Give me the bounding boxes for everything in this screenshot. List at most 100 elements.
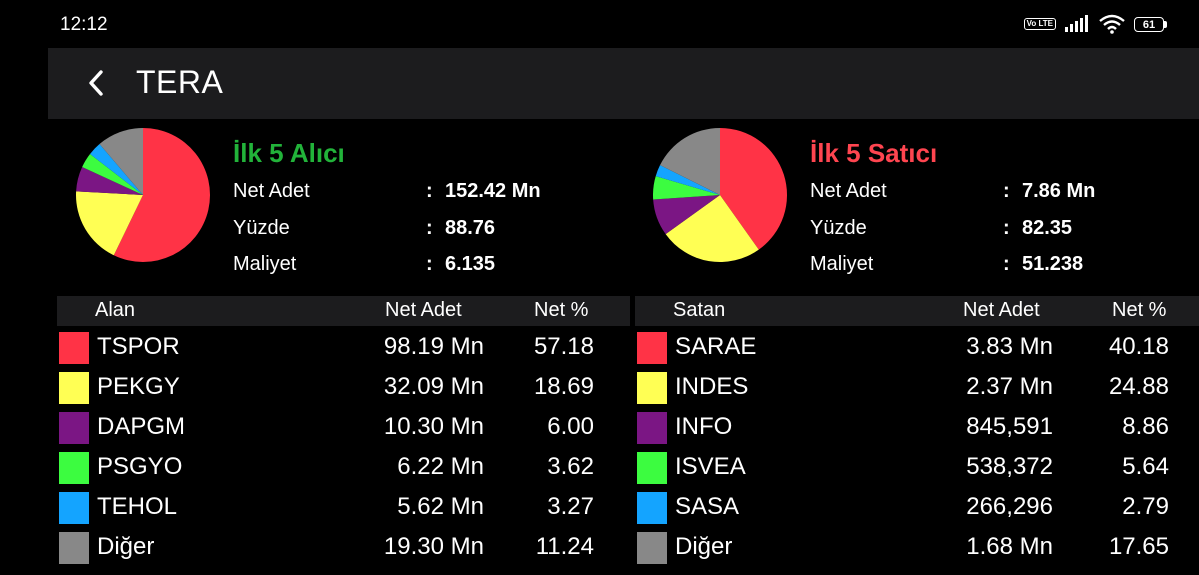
pie-slice-dapgm [76, 166, 143, 195]
sellers-maliyet-label: Maliyet [810, 253, 874, 275]
back-arrow-icon[interactable] [82, 68, 112, 98]
color-swatch [59, 452, 89, 484]
row-net-pct: 6.00 [547, 413, 594, 440]
volte-icon: Vo LTE [1023, 18, 1056, 30]
buyers-title: İlk 5 Alıcı [233, 138, 345, 168]
buyers-yuzde-value: 88.76 [445, 217, 496, 239]
pie-slice-sarae [720, 128, 787, 250]
sellers-yuzde-label: Yüzde [810, 217, 867, 239]
sellers-net-adet-value: 7.86 Mn [1022, 180, 1096, 202]
row-code: Diğer [675, 533, 733, 560]
table-row[interactable]: INFO 845,591 8.86 [635, 408, 1199, 448]
sellers-net-adet-label: Net Adet [810, 180, 887, 202]
table-row[interactable]: SASA 266,296 2.79 [635, 488, 1199, 528]
table-row[interactable]: Diğer 19.30 Mn 11.24 [57, 528, 630, 568]
row-net-adet: 3.83 Mn [966, 333, 1053, 360]
row-net-pct: 57.18 [533, 333, 594, 360]
row-net-adet: 5.62 Mn [397, 493, 484, 520]
table-row[interactable]: SARAE 3.83 Mn 40.18 [635, 328, 1199, 368]
table-row[interactable]: TSPOR 98.19 Mn 57.18 [57, 328, 630, 368]
pie-slice-pekgy [76, 191, 143, 256]
col-alan: Alan [95, 299, 136, 321]
table-row[interactable]: ISVEA 538,372 5.64 [635, 448, 1199, 488]
row-net-pct: 18.69 [533, 373, 594, 400]
pie-slice-psgyo [82, 153, 143, 195]
row-net-adet: 6.22 Mn [397, 453, 484, 480]
row-net-adet: 845,591 [966, 413, 1053, 440]
status-icons: Vo LTE 61 [1023, 14, 1167, 34]
status-time: 12:12 [60, 14, 108, 35]
pie-slice-tspor [113, 128, 211, 262]
buyers-net-adet-value: 152.42 Mn [445, 180, 541, 202]
row-net-adet: 98.19 Mn [383, 333, 484, 360]
row-code: TSPOR [97, 333, 180, 360]
sellers-title: İlk 5 Satıcı [810, 138, 938, 168]
color-swatch [59, 332, 89, 364]
row-code: INFO [675, 413, 733, 440]
col-satan: Satan [673, 299, 726, 321]
row-net-pct: 5.64 [1122, 453, 1169, 480]
row-net-adet: 10.30 Mn [383, 413, 484, 440]
color-swatch [59, 532, 89, 564]
col-net-pct: Net % [534, 299, 589, 321]
row-code: ISVEA [675, 453, 746, 480]
buyers-pie-chart [76, 128, 211, 262]
app-header: TERA [48, 48, 1199, 119]
sellers-table-header: Satan Net Adet Net % [635, 296, 1199, 326]
row-code: SARAE [675, 333, 757, 360]
col-net-adet: Net Adet [385, 299, 462, 321]
color-swatch [59, 412, 89, 444]
buyers-maliyet-label: Maliyet [233, 253, 297, 275]
color-swatch [637, 332, 667, 364]
battery-level: 61 [1134, 16, 1164, 32]
signal-icon [1065, 15, 1088, 32]
row-code: DAPGM [97, 413, 186, 440]
buyers-table: Alan Net Adet Net % TSPOR 98.19 Mn 57.18 PE… [57, 296, 630, 566]
row-net-pct: 11.24 [535, 533, 594, 560]
table-row[interactable]: Diğer 1.68 Mn 17.65 [635, 528, 1199, 568]
row-code: PSGYO [97, 453, 183, 480]
table-row[interactable]: PEKGY 32.09 Mn 18.69 [57, 368, 630, 408]
row-net-adet: 19.30 Mn [383, 533, 484, 560]
table-row[interactable]: INDES 2.37 Mn 24.88 [635, 368, 1199, 408]
wifi-icon [1099, 14, 1125, 34]
color-swatch [59, 492, 89, 524]
pie-slice-sasa [655, 165, 720, 195]
buyers-table-header: Alan Net Adet Net % [57, 296, 630, 326]
row-net-pct: 24.88 [1108, 373, 1169, 400]
row-net-pct: 3.27 [547, 493, 594, 520]
row-code: TEHOL [97, 493, 178, 520]
color-swatch [637, 492, 667, 524]
row-net-pct: 2.79 [1122, 493, 1169, 520]
sellers-table: Satan Net Adet Net % SARAE 3.83 Mn 40.18 IN… [635, 296, 1199, 566]
col-net-adet: Net Adet [963, 299, 1040, 321]
row-net-pct: 40.18 [1108, 333, 1169, 360]
color-swatch [637, 372, 667, 404]
row-net-pct: 3.62 [547, 453, 594, 480]
sellers-maliyet-value: 51.238 [1022, 253, 1084, 275]
col-net-pct: Net % [1112, 299, 1167, 321]
row-code: PEKGY [97, 373, 180, 400]
pie-slice-diğer [660, 128, 720, 195]
buyers-yuzde-label: Yüzde [233, 217, 290, 239]
table-row[interactable]: PSGYO 6.22 Mn 3.62 [57, 448, 630, 488]
table-row[interactable]: DAPGM 10.30 Mn 6.00 [57, 408, 630, 448]
pie-slice-tehol [90, 144, 143, 195]
row-net-pct: 8.86 [1122, 413, 1169, 440]
color-swatch [637, 452, 667, 484]
buyers-summary: İlk 5 Alıcı Net Adet : 152.42 Mn Yüzde :… [76, 128, 596, 275]
page-title: TERA [136, 64, 224, 100]
buyers-net-adet-label: Net Adet [233, 180, 310, 202]
row-net-adet: 538,372 [966, 453, 1053, 480]
sellers-yuzde-value: 82.35 [1022, 217, 1073, 239]
row-net-adet: 1.68 Mn [966, 533, 1053, 560]
row-net-adet: 2.37 Mn [966, 373, 1053, 400]
pie-slice-indes [665, 195, 759, 262]
table-row[interactable]: TEHOL 5.62 Mn 3.27 [57, 488, 630, 528]
color-swatch [59, 372, 89, 404]
sellers-pie-chart [653, 128, 787, 262]
row-net-adet: 32.09 Mn [383, 373, 484, 400]
sellers-summary: İlk 5 Satıcı Net Adet : 7.86 Mn Yüzde : … [653, 128, 1173, 275]
status-bar: 12:12 Vo LTE 61 [0, 0, 1199, 48]
buyers-maliyet-value: 6.135 [445, 253, 496, 275]
